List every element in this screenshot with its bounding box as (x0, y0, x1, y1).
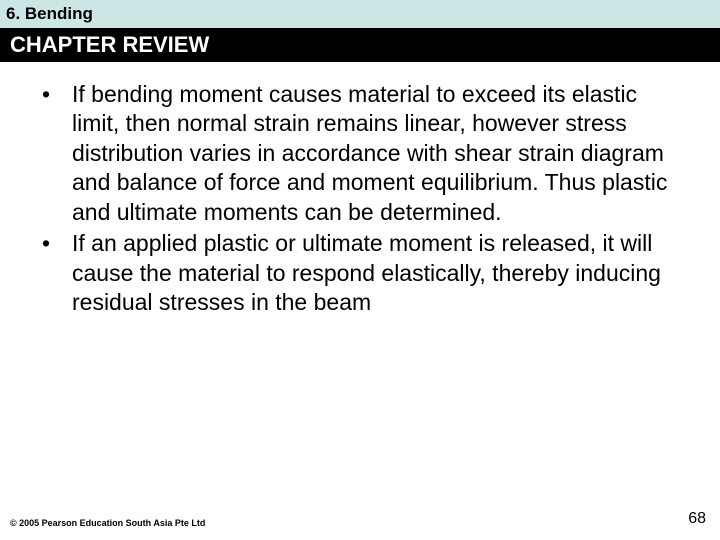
bullet-text: If an applied plastic or ultimate moment… (72, 229, 682, 317)
copyright-text: © 2005 Pearson Education South Asia Pte … (10, 518, 205, 528)
page-number: 68 (688, 510, 706, 528)
bullet-marker: • (38, 80, 72, 227)
list-item: • If bending moment causes material to e… (38, 80, 682, 227)
footer: © 2005 Pearson Education South Asia Pte … (10, 510, 706, 528)
bullet-text: If bending moment causes material to exc… (72, 80, 682, 227)
section-title: CHAPTER REVIEW (10, 32, 209, 58)
chapter-header-bar: 6. Bending (0, 0, 720, 28)
bullet-list: • If bending moment causes material to e… (38, 80, 682, 318)
list-item: • If an applied plastic or ultimate mome… (38, 229, 682, 317)
chapter-label: 6. Bending (6, 4, 93, 24)
content-area: • If bending moment causes material to e… (0, 62, 720, 318)
section-title-bar: CHAPTER REVIEW (0, 28, 720, 62)
bullet-marker: • (38, 229, 72, 317)
